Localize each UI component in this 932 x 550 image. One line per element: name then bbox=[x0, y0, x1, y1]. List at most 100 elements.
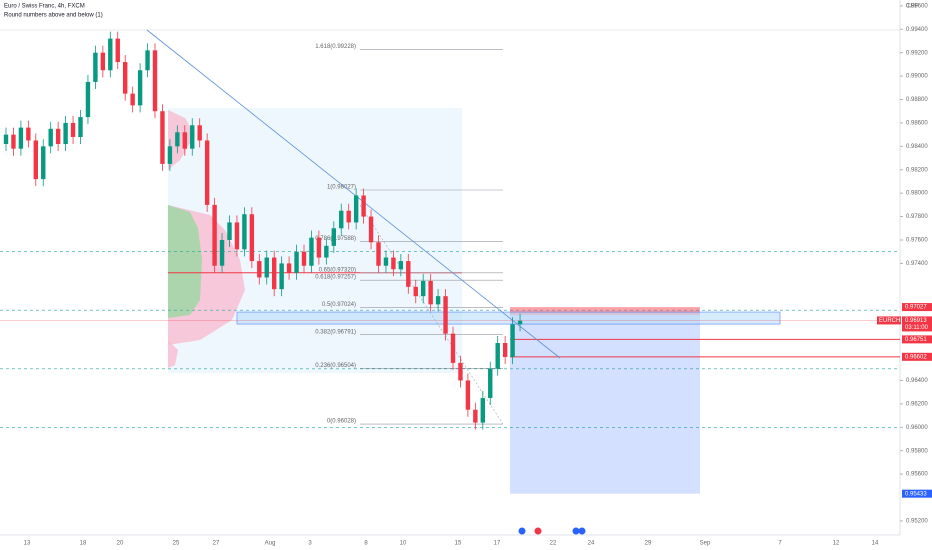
countdown-label: 03:11:00 bbox=[905, 325, 929, 331]
candle-body bbox=[279, 263, 284, 290]
fib-label: 0.382(0.96791) bbox=[315, 329, 356, 335]
price-tag bbox=[902, 489, 932, 498]
candle-body bbox=[473, 409, 478, 423]
x-tick-label: 8 bbox=[364, 541, 368, 547]
fib-label: 0.65(0.97320) bbox=[319, 267, 356, 273]
candle-body bbox=[264, 257, 269, 278]
x-tick-label: 3 bbox=[308, 541, 312, 547]
candle-body bbox=[324, 245, 329, 258]
candle-body bbox=[33, 140, 38, 180]
y-tick-label: 0.99600 bbox=[906, 3, 928, 9]
candle-body bbox=[212, 204, 217, 266]
price-tag-label: 0.96751 bbox=[905, 337, 927, 343]
candle-body bbox=[11, 134, 16, 149]
candle-body bbox=[18, 127, 24, 149]
candle-body bbox=[115, 38, 120, 63]
y-tick-label: 0.98800 bbox=[906, 97, 928, 103]
candle-body bbox=[353, 195, 359, 223]
fib-label: 1(0.98027) bbox=[327, 185, 356, 191]
candle-body bbox=[443, 296, 448, 334]
candle-body bbox=[3, 134, 9, 144]
volume-profile bbox=[168, 110, 195, 170]
candle-body bbox=[361, 195, 366, 217]
supply-zone bbox=[236, 311, 781, 325]
y-tick-label: 0.97800 bbox=[906, 214, 928, 220]
candle-body bbox=[257, 261, 262, 278]
price-tag-label: 0.97027 bbox=[905, 305, 927, 311]
x-tick-label: 27 bbox=[213, 541, 220, 547]
candle-body bbox=[78, 117, 83, 137]
x-tick-label: 13 bbox=[24, 541, 31, 547]
y-tick-label: 0.96000 bbox=[906, 425, 928, 431]
event-icon[interactable] bbox=[518, 527, 526, 535]
x-tick-label: 17 bbox=[494, 541, 501, 547]
x-tick-label: Aug bbox=[265, 541, 276, 547]
symbol-label: EURCHF bbox=[879, 318, 904, 324]
candle-body bbox=[160, 111, 165, 164]
fib-label: 0(0.96028) bbox=[327, 419, 356, 425]
candle-body bbox=[428, 280, 433, 305]
event-icon[interactable] bbox=[572, 527, 580, 535]
x-tick-label: 22 bbox=[550, 541, 557, 547]
candle-body bbox=[63, 122, 68, 144]
candle-body bbox=[301, 251, 307, 266]
candle-body bbox=[48, 128, 53, 147]
candle-body bbox=[450, 333, 456, 363]
y-tick-label: 0.98600 bbox=[906, 120, 928, 126]
stop-zone bbox=[510, 307, 700, 316]
event-icon[interactable] bbox=[578, 527, 586, 535]
candle-body bbox=[123, 62, 128, 94]
candle-body bbox=[175, 132, 180, 147]
candle-body bbox=[383, 257, 389, 266]
candle-body bbox=[286, 263, 292, 273]
candle-body bbox=[242, 214, 247, 250]
x-tick-label: 14 bbox=[872, 541, 879, 547]
y-tick-label: 0.97400 bbox=[906, 261, 928, 267]
candle-body bbox=[272, 257, 277, 290]
price-tag bbox=[902, 352, 932, 361]
y-tick-label: 0.98200 bbox=[906, 167, 928, 173]
price-tag bbox=[902, 303, 932, 312]
candle-body bbox=[197, 125, 202, 141]
candle-body bbox=[26, 127, 31, 141]
last-price-label: 0.96913 bbox=[905, 318, 927, 324]
fib-label: 0.5(0.97024) bbox=[322, 302, 356, 308]
currency: CHF bbox=[906, 4, 919, 10]
fib-label: 1.618(0.99228) bbox=[315, 44, 356, 50]
y-tick-label: 0.95800 bbox=[906, 448, 928, 454]
x-tick-label: Sep bbox=[700, 541, 711, 547]
y-tick-label: 0.95200 bbox=[906, 519, 928, 525]
candle-body bbox=[413, 286, 418, 297]
candle-body bbox=[137, 70, 143, 106]
symbol-tag bbox=[877, 316, 901, 325]
candle-body bbox=[227, 222, 232, 240]
volume-profile bbox=[168, 340, 178, 368]
candle-body bbox=[85, 81, 91, 118]
candle-body bbox=[152, 50, 158, 112]
x-tick-label: 24 bbox=[588, 541, 595, 547]
x-tick-label: 18 bbox=[80, 541, 87, 547]
trend-line bbox=[146, 29, 561, 359]
fib-trend bbox=[359, 204, 504, 425]
y-tick-label: 0.99400 bbox=[906, 27, 928, 33]
candle-body bbox=[41, 146, 46, 180]
candle-body bbox=[502, 343, 508, 358]
x-tick-label: 25 bbox=[173, 541, 180, 547]
candle-body bbox=[234, 222, 240, 250]
candle-body bbox=[488, 368, 493, 399]
candle-body bbox=[93, 52, 98, 82]
x-tick-label: 20 bbox=[117, 541, 124, 547]
x-tick-label: 29 bbox=[645, 541, 652, 547]
event-icon[interactable] bbox=[534, 527, 542, 535]
candle-body bbox=[331, 228, 336, 246]
candle-body bbox=[182, 132, 187, 149]
y-tick-label: 0.95600 bbox=[906, 472, 928, 478]
candle-body bbox=[130, 93, 135, 106]
candle-body bbox=[480, 398, 485, 423]
price-tag-label: 0.95433 bbox=[905, 491, 927, 497]
y-tick-label: 0.96400 bbox=[906, 378, 928, 384]
x-tick-label: 15 bbox=[455, 541, 462, 547]
candle-body bbox=[435, 296, 441, 305]
candle-body bbox=[294, 251, 299, 273]
